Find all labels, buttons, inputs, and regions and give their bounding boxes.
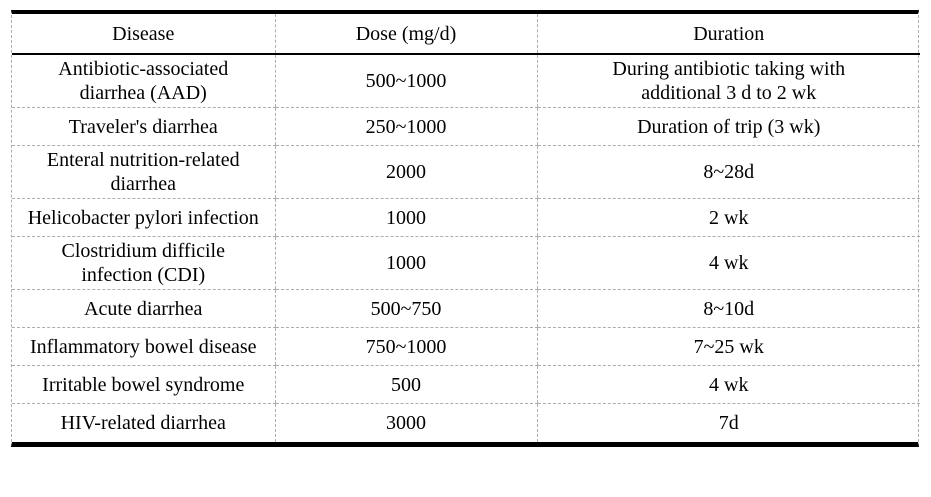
- cell-text: Antibiotic-associated diarrhea (AAD): [58, 58, 229, 104]
- header-row: Disease Dose (mg/d) Duration: [12, 14, 920, 55]
- table-row: Traveler's diarrhea 250~1000 Duration of t…: [12, 107, 920, 146]
- cell-text: 3000: [386, 411, 426, 434]
- cell-disease: Irritable bowel syndrome: [12, 365, 275, 404]
- cell-text: Clostridium difficile infection (CDI): [61, 240, 225, 286]
- dose-duration-table: Disease Dose (mg/d) Duration Antibiotic-…: [12, 14, 920, 442]
- cell-dose: 250~1000: [274, 107, 537, 146]
- cell-text: 500~750: [370, 297, 442, 320]
- cell-duration: 4 wk: [536, 365, 920, 404]
- cell-text: Irritable bowel syndrome: [42, 373, 245, 396]
- cell-duration: 2 wk: [536, 198, 920, 237]
- cell-text: 750~1000: [365, 335, 447, 358]
- dose-duration-table-frame: Disease Dose (mg/d) Duration Antibiotic-…: [11, 10, 920, 447]
- table-row: Inflammatory bowel disease 750~1000 7~25 w…: [12, 327, 920, 366]
- cell-text: During antibiotic taking with additional…: [612, 58, 846, 104]
- cell-dose: 500~750: [274, 289, 537, 328]
- table-row: Acute diarrhea 500~750 8~10d: [12, 289, 920, 328]
- cell-duration: 8~10d: [536, 289, 920, 328]
- cell-duration: 7d: [536, 403, 920, 442]
- cell-text: 8~10d: [703, 297, 755, 320]
- table-row: Irritable bowel syndrome 500 4 wk: [12, 365, 920, 404]
- table-row: Clostridium difficile infection (CDI) 100…: [12, 236, 920, 290]
- cell-text: 2 wk: [709, 206, 749, 229]
- cell-text: Enteral nutrition-related diarrhea: [46, 149, 240, 195]
- table-row: Helicobacter pylori infection 1000 2 wk: [12, 198, 920, 237]
- cell-text: Traveler's diarrhea: [68, 115, 218, 138]
- table-header: Disease Dose (mg/d) Duration: [12, 14, 920, 55]
- cell-text: 2000: [386, 161, 426, 183]
- cell-text: HIV-related diarrhea: [60, 411, 226, 434]
- cell-dose: 500: [274, 365, 537, 404]
- cell-text: 4 wk: [709, 252, 749, 274]
- cell-dose: 1000: [274, 236, 537, 290]
- cell-duration: 4 wk: [536, 236, 920, 290]
- column-header-disease: Disease: [12, 14, 275, 55]
- cell-duration: During antibiotic taking with additional…: [536, 54, 920, 108]
- cell-text: Acute diarrhea: [84, 297, 203, 320]
- table-row: Antibiotic-associated diarrhea (AAD) 500~…: [12, 54, 920, 108]
- table-row: HIV-related diarrhea 3000 7d: [12, 403, 920, 442]
- table-body: Antibiotic-associated diarrhea (AAD) 500~…: [12, 54, 920, 442]
- cell-dose: 750~1000: [274, 327, 537, 366]
- cell-dose: 500~1000: [274, 54, 537, 108]
- cell-text: 1000: [386, 206, 426, 229]
- cell-text: 7d: [718, 411, 739, 434]
- cell-text: 250~1000: [365, 115, 447, 138]
- column-header-dose: Dose (mg/d): [274, 14, 537, 55]
- cell-disease: Acute diarrhea: [12, 289, 275, 328]
- cell-text: Inflammatory bowel disease: [29, 335, 257, 358]
- cell-text: Duration of trip (3 wk): [637, 115, 821, 138]
- cell-text: 1000: [386, 252, 426, 274]
- cell-text: 7~25 wk: [693, 335, 764, 358]
- cell-dose: 2000: [274, 145, 537, 199]
- cell-dose: 3000: [274, 403, 537, 442]
- cell-text: Helicobacter pylori infection: [27, 206, 259, 229]
- cell-disease: HIV-related diarrhea: [12, 404, 275, 442]
- table-row: Enteral nutrition-related diarrhea 2000 8~…: [12, 145, 920, 199]
- cell-disease: Inflammatory bowel disease: [12, 327, 275, 366]
- cell-disease: Traveler's diarrhea: [12, 107, 275, 146]
- cell-dose: 1000: [274, 198, 537, 237]
- column-header-duration: Duration: [536, 14, 920, 55]
- cell-disease: Antibiotic-associated diarrhea (AAD): [12, 54, 275, 108]
- cell-text: 4 wk: [709, 373, 749, 396]
- cell-duration: 8~28d: [536, 145, 920, 199]
- cell-disease: Helicobacter pylori infection: [12, 198, 275, 237]
- cell-text: 8~28d: [703, 161, 755, 183]
- cell-disease: Clostridium difficile infection (CDI): [12, 236, 275, 290]
- cell-text: 500: [391, 373, 421, 396]
- cell-duration: Duration of trip (3 wk): [536, 107, 920, 146]
- cell-disease: Enteral nutrition-related diarrhea: [12, 145, 275, 199]
- cell-duration: 7~25 wk: [536, 327, 920, 366]
- cell-text: 500~1000: [365, 70, 447, 92]
